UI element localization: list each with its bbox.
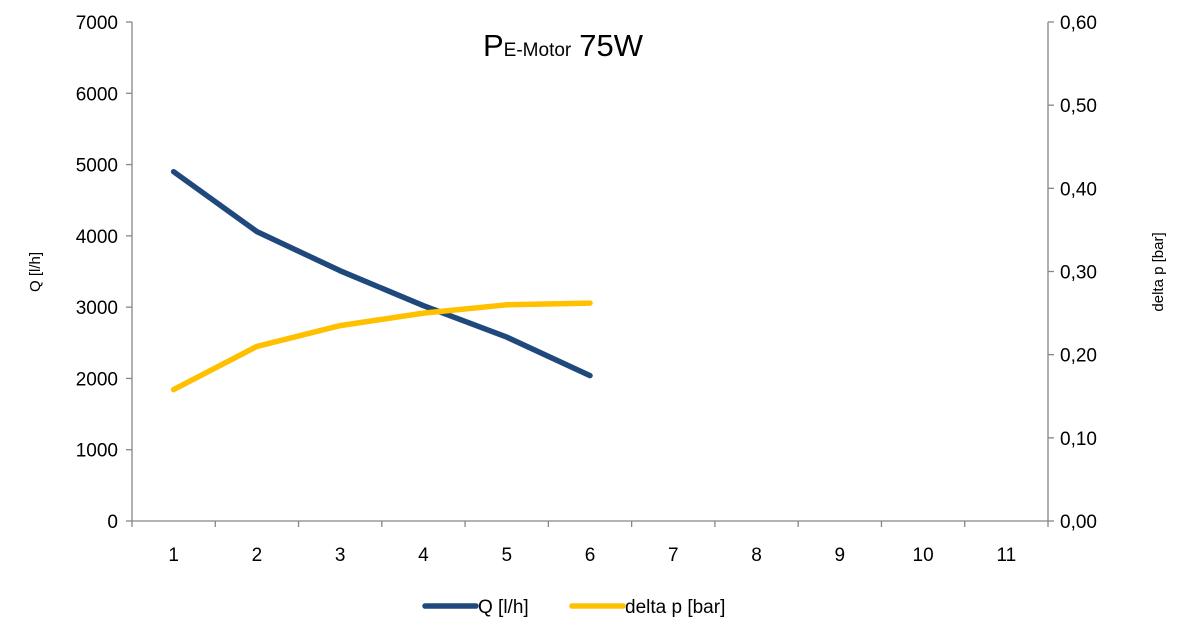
x-tick-label: 2	[252, 545, 263, 566]
right-y-tick-label: 0,40	[1060, 179, 1097, 200]
legend-item-delta-p: delta p [bar]	[569, 597, 725, 618]
legend-item-q: Q [l/h]	[422, 597, 529, 618]
series-line-delta-p	[170, 300, 593, 393]
x-tick-label: 4	[418, 545, 429, 566]
right-y-tick-label: 0,00	[1060, 512, 1097, 533]
right-y-tick-label: 0,30	[1060, 263, 1097, 284]
x-tick-label: 7	[668, 545, 679, 566]
x-tick-label: 11	[996, 545, 1016, 566]
left-y-axis-ticks: 0 1000 2000 3000 4000 5000 6000 7000	[76, 13, 132, 533]
chart-title: PE-Motor 75W	[483, 28, 644, 63]
x-axis-ticks: 1 2 3 4 5 6 7 8 9 10 11	[131, 521, 1049, 566]
left-y-tick-label: 7000	[76, 13, 118, 34]
left-y-tick-label: 5000	[76, 156, 118, 177]
right-y-tick-label: 0,10	[1060, 429, 1097, 450]
x-tick-label: 6	[585, 545, 596, 566]
left-y-axis-title: Q [l/h]	[27, 252, 44, 292]
left-y-tick-label: 4000	[76, 227, 118, 248]
x-tick-label: 1	[168, 545, 179, 566]
x-tick-label: 9	[835, 545, 846, 566]
right-y-tick-label: 0,50	[1060, 96, 1097, 117]
series-line-q	[170, 168, 593, 379]
right-y-axis-ticks: 0,00 0,10 0,20 0,30 0,40 0,50 0,60	[1048, 13, 1097, 533]
plot-area	[131, 22, 1049, 522]
title-suffix: 75W	[579, 28, 643, 63]
x-tick-label: 3	[335, 545, 346, 566]
left-y-tick-label: 2000	[76, 369, 118, 390]
left-y-tick-label: 6000	[76, 84, 118, 105]
legend: Q [l/h] delta p [bar]	[422, 597, 725, 618]
series-lines	[170, 168, 593, 393]
x-tick-label: 5	[501, 545, 512, 566]
left-y-tick-label: 0	[107, 512, 118, 533]
right-y-tick-label: 0,20	[1060, 346, 1097, 367]
legend-label-delta-p: delta p [bar]	[625, 597, 725, 618]
title-subscript: E-Motor	[504, 40, 572, 61]
left-y-tick-label: 1000	[76, 441, 118, 462]
x-tick-label: 10	[913, 545, 934, 566]
right-y-tick-label: 0,60	[1060, 13, 1097, 34]
x-tick-label: 8	[751, 545, 762, 566]
right-y-axis-title: delta p [bar]	[1150, 232, 1167, 311]
title-main-text: P	[483, 28, 504, 63]
legend-label-q: Q [l/h]	[478, 597, 529, 618]
left-y-tick-label: 3000	[76, 298, 118, 319]
